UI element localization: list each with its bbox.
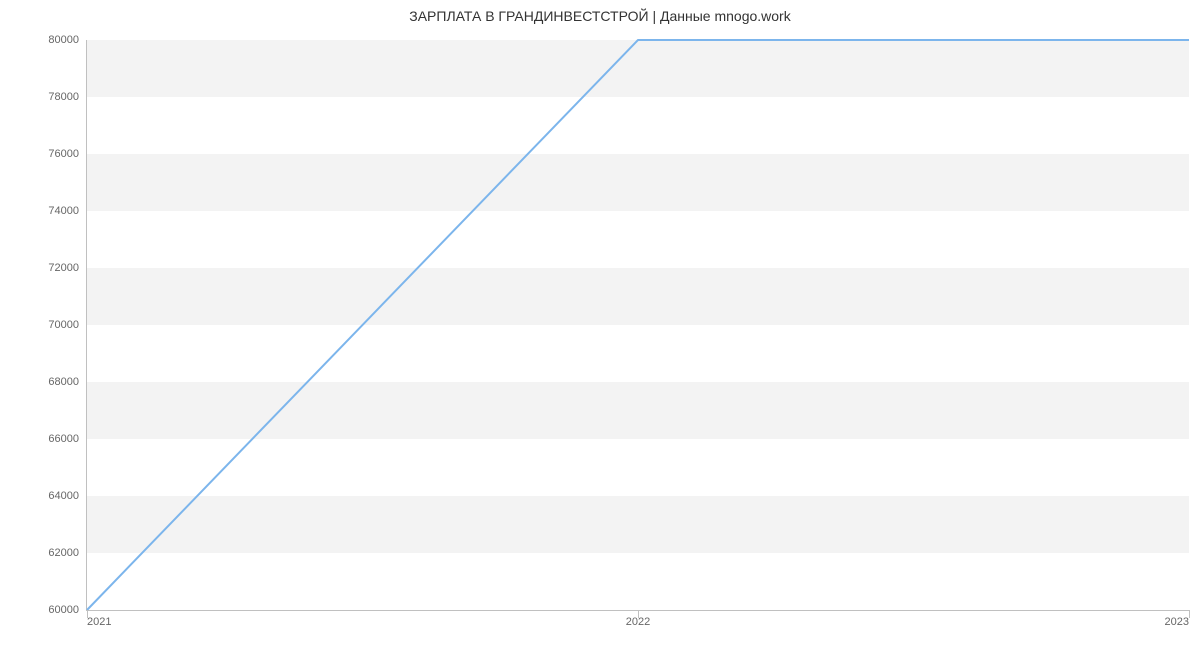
- y-tick-label: 60000: [48, 604, 87, 616]
- x-tick-mark: [1189, 610, 1190, 618]
- y-tick-label: 72000: [48, 262, 87, 274]
- y-tick-label: 62000: [48, 547, 87, 559]
- plot-area: 6000062000640006600068000700007200074000…: [86, 40, 1189, 611]
- chart-title: ЗАРПЛАТА В ГРАНДИНВЕСТСТРОЙ | Данные mno…: [0, 8, 1200, 24]
- x-tick-label: 2021: [87, 610, 111, 628]
- y-tick-label: 80000: [48, 34, 87, 46]
- x-tick-label: 2023: [1165, 610, 1189, 628]
- y-tick-label: 68000: [48, 376, 87, 388]
- chart-container: ЗАРПЛАТА В ГРАНДИНВЕСТСТРОЙ | Данные mno…: [0, 0, 1200, 650]
- y-tick-label: 76000: [48, 148, 87, 160]
- series-line: [87, 40, 1189, 610]
- x-tick-label: 2022: [626, 610, 650, 628]
- y-tick-label: 64000: [48, 490, 87, 502]
- y-tick-label: 74000: [48, 205, 87, 217]
- y-tick-label: 78000: [48, 91, 87, 103]
- chart-line: [87, 40, 1189, 610]
- y-tick-label: 66000: [48, 433, 87, 445]
- y-tick-label: 70000: [48, 319, 87, 331]
